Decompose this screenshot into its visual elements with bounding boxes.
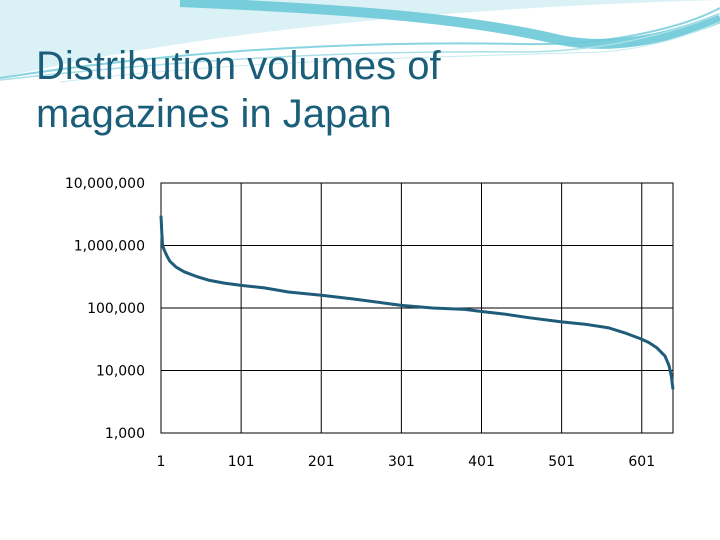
header-banner-decoration <box>0 0 720 83</box>
y-tick-label: 1,000,000 <box>74 239 145 255</box>
x-tick-label: 501 <box>548 454 575 470</box>
x-tick-label: 401 <box>468 454 495 470</box>
y-tick-label: 100,000 <box>87 301 145 317</box>
series-line <box>159 215 675 390</box>
x-tick-label: 301 <box>388 454 415 470</box>
x-tick-label: 101 <box>228 454 255 470</box>
y-tick-label: 10,000 <box>96 364 145 380</box>
y-tick-label: 10,000,000 <box>65 176 145 192</box>
y-axis-tick-labels: 1,000 10,000 100,000 1,000,000 10,000,000 <box>65 176 145 442</box>
x-tick-label: 201 <box>308 454 335 470</box>
chart-grid <box>160 182 674 434</box>
x-tick-label: 1 <box>157 454 166 470</box>
slide-title: Distribution volumes of magazines in Jap… <box>36 44 441 136</box>
x-axis-tick-labels: 1 101 201 301 401 501 601 <box>157 454 656 470</box>
y-tick-label: 1,000 <box>105 426 145 442</box>
x-tick-label: 601 <box>628 454 655 470</box>
